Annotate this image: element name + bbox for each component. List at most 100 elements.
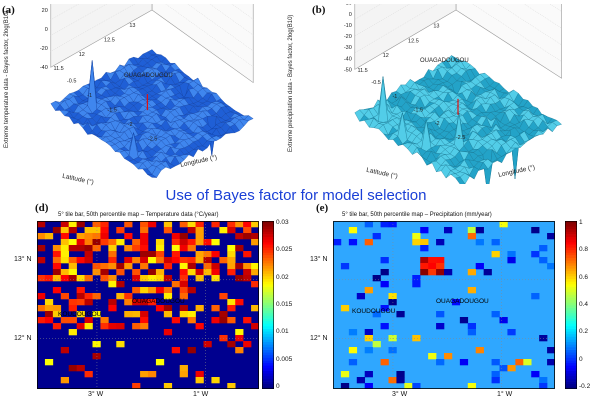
heatmap-e-cell <box>483 269 492 276</box>
heatmap-e-cell <box>507 329 516 336</box>
heatmap-e-cell <box>380 221 389 228</box>
panel-e-xlabel-3w: 3° W <box>392 391 408 398</box>
heatmap-e-cell <box>491 371 500 378</box>
heatmap-e-cell <box>547 263 555 270</box>
heatmap-d-cell <box>187 245 196 252</box>
heatmap-d-cell <box>84 299 93 306</box>
colorbar-swatch <box>565 341 577 345</box>
heatmap-d-cell <box>116 269 125 276</box>
heatmap-d-cell <box>92 269 101 276</box>
heatmap-e-cell <box>507 257 516 264</box>
heatmap-e-cell <box>380 323 389 330</box>
heatmap-d-cell <box>84 293 93 300</box>
colorbar-swatch <box>565 347 577 350</box>
heatmap-e-cell <box>396 377 405 384</box>
colorbar-swatch <box>262 349 274 353</box>
panel-b-zlabel: Extreme precipitation data - Bayes facto… <box>288 14 294 152</box>
heatmap-d-cell <box>132 323 141 330</box>
heatmap-e-cell <box>475 347 484 354</box>
heatmap-e-cell <box>467 233 477 240</box>
heatmap-e-cell <box>364 239 373 246</box>
panel-d-ylabel-12: 12° N <box>14 335 32 342</box>
colorbar-swatch <box>262 357 274 361</box>
heatmap-d-cell <box>60 269 70 276</box>
heatmap-d-cell <box>76 245 85 252</box>
heatmap-e-cell <box>348 347 358 354</box>
surface-a-zticklabel: 0 <box>45 27 48 33</box>
heatmap-d-cell <box>44 305 54 312</box>
heatmap-d-cell <box>60 377 70 384</box>
colorbar-swatch <box>565 333 577 337</box>
colorbar-tick-label: 0.6 <box>579 273 589 281</box>
heatmap-e-cell <box>547 347 555 354</box>
heatmap-e-cell <box>475 239 484 246</box>
heatmap-d-cell <box>179 305 188 312</box>
heatmap-d-cell <box>132 383 141 389</box>
heatmap-e-cell <box>467 227 477 234</box>
surface-a-xticklabel: -2 <box>128 122 133 128</box>
colorbar-swatch <box>565 331 577 335</box>
surface-b-xticklabel: -1.5 <box>414 108 423 114</box>
heatmap-d-cell <box>179 269 188 276</box>
heatmap-d-cell <box>187 227 196 234</box>
heatmap-d-cell <box>124 311 133 318</box>
heatmap-d-cell <box>251 221 259 228</box>
heatmap-d-cell <box>116 227 125 234</box>
heatmap-d-cell <box>100 263 109 270</box>
colorbar-swatch <box>262 265 274 269</box>
colorbar-swatch <box>565 289 577 293</box>
heatmap-d-cell <box>68 245 77 252</box>
colorbar-swatch <box>262 257 274 261</box>
heatmap-e-cell <box>436 359 445 366</box>
heatmap-e-cell <box>356 377 366 384</box>
colorbar-swatch <box>262 281 274 285</box>
colorbar-swatch <box>565 312 577 316</box>
heatmap-e-cell <box>428 353 437 360</box>
colorbar-swatch <box>565 373 577 377</box>
heatmap-d-cell <box>235 275 244 282</box>
colorbar-swatch <box>262 339 274 343</box>
heatmap-d-cell <box>140 371 149 378</box>
heatmap-d-cell <box>37 293 46 300</box>
colorbar-swatch <box>262 344 274 348</box>
colorbar-swatch <box>565 339 577 343</box>
heatmap-d-cell <box>148 251 157 258</box>
panel-d-title: 5° tile bar, 50th percentile map – Tempe… <box>58 212 219 218</box>
colorbar-swatch <box>565 344 577 348</box>
heatmap-d-cell <box>211 377 220 384</box>
heatmap-d-cell <box>163 257 173 264</box>
heatmap-d-cell <box>163 293 173 300</box>
heatmap-e-cell <box>380 281 389 288</box>
surface-b-back-wall-x <box>455 4 562 79</box>
heatmap-d-cell <box>84 257 93 264</box>
heatmap-d-cell <box>148 221 157 228</box>
heatmap-d-cell <box>195 221 204 228</box>
heatmap-d-cell <box>132 245 141 252</box>
heatmap-d-cell <box>44 317 54 324</box>
heatmap-d-cell <box>227 383 236 389</box>
heatmap-d-cell <box>124 263 133 270</box>
surface-a-xticklabel: -2.5 <box>148 137 157 143</box>
heatmap-d-cell <box>76 221 85 228</box>
heatmap-d-cell <box>84 227 93 234</box>
heatmap-d-cell <box>219 335 228 342</box>
colorbar-swatch <box>565 244 577 248</box>
colorbar-swatch <box>565 263 577 266</box>
colorbar-swatch <box>262 383 274 387</box>
heatmap-d-cell <box>171 245 181 252</box>
colorbar-tick-label: 0.8 <box>579 246 589 254</box>
surface-b-zticklabel: -50 <box>344 67 352 73</box>
heatmap-d-cell <box>203 257 212 264</box>
panel-d-xlabel-3w: 3° W <box>88 391 104 398</box>
colorbar-swatch <box>565 365 577 369</box>
heatmap-e-cell <box>364 347 373 354</box>
heatmap-d-cell <box>132 287 141 294</box>
heatmap-d-cell <box>235 221 244 228</box>
colorbar-swatch <box>565 257 577 261</box>
heatmap-e-cell <box>444 227 453 234</box>
figure-caption: Use of Bayes factor for model selection <box>165 187 427 204</box>
colorbar-swatch <box>262 305 274 308</box>
colorbar-swatch <box>262 221 274 224</box>
colorbar-swatch <box>262 223 274 227</box>
colorbar-swatch <box>262 318 274 322</box>
